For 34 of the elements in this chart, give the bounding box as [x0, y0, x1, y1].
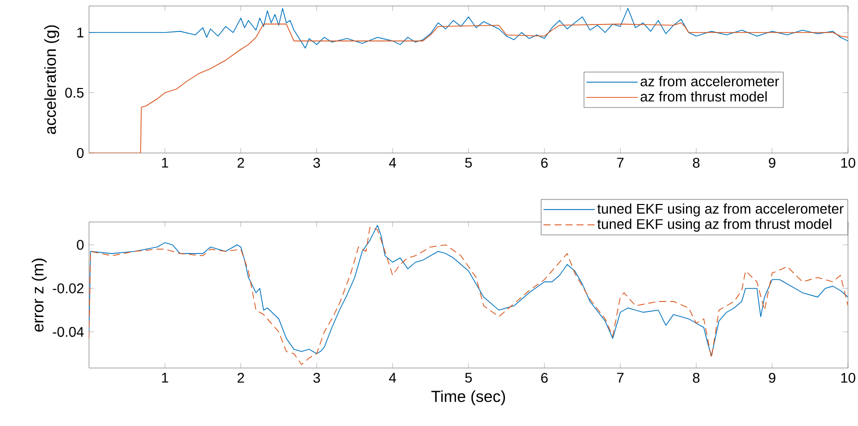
y-tick-label: -0.04 — [52, 326, 84, 337]
x-tick-label: 1 — [162, 372, 168, 382]
x-tick-label: 10 — [841, 158, 856, 168]
x-tick-label: 2 — [238, 372, 244, 383]
x-tick-label: 9 — [768, 372, 776, 383]
legend-label: az from accelerometer — [640, 76, 780, 86]
x-tick-label: 5 — [465, 158, 472, 168]
x-tick-label: 5 — [465, 372, 472, 383]
y-tick-label: 0.5 — [65, 88, 84, 98]
legend-label: tuned EKF using az from thrust model — [597, 218, 832, 232]
x-tick-label: 2 — [238, 158, 244, 168]
y-axis-title: error z (m) — [32, 258, 47, 332]
x-tick-label: 4 — [389, 372, 396, 382]
line-series — [89, 22, 848, 153]
y-tick-label: -0.02 — [52, 283, 84, 294]
y-tick-label: 1 — [77, 28, 84, 38]
x-tick-label: 7 — [617, 158, 624, 168]
legend-label: tuned EKF using az from accelerometer — [597, 203, 844, 216]
legend-label: az from thrust model — [640, 91, 767, 102]
x-tick-label: 3 — [313, 158, 320, 168]
x-tick-label: 9 — [768, 158, 776, 168]
y-tick-label: 0 — [76, 240, 84, 250]
x-tick-label: 4 — [389, 158, 396, 168]
x-tick-label: 6 — [541, 158, 548, 168]
x-tick-label: 7 — [617, 372, 624, 382]
x-tick-label: 8 — [692, 158, 700, 168]
x-tick-label: 3 — [313, 372, 320, 383]
x-tick-label: 1 — [162, 158, 168, 168]
x-tick-label: 6 — [541, 372, 548, 383]
y-axis-title: acceleration (g) — [44, 25, 60, 134]
x-axis-title: Time (sec) — [431, 390, 505, 406]
y-tick-label: 0 — [76, 148, 84, 158]
x-tick-label: 10 — [841, 372, 856, 383]
x-tick-label: 8 — [692, 372, 700, 383]
